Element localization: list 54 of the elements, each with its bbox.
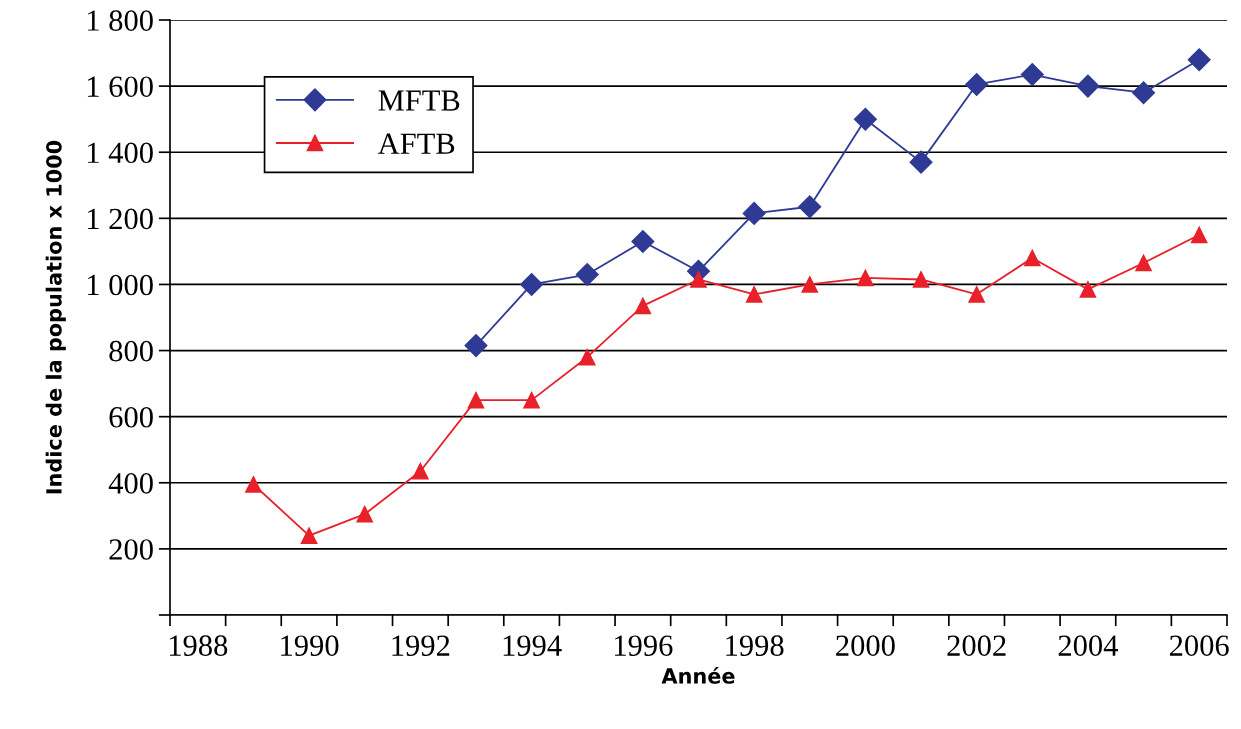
point <box>578 348 596 366</box>
y-tick-label: 1 800 <box>87 10 153 31</box>
point <box>245 476 262 493</box>
x-axis-title: Année <box>661 666 735 684</box>
x-tick-label: 1998 <box>726 635 784 656</box>
point <box>1020 63 1044 87</box>
y-tick-label: 800 <box>109 340 153 362</box>
point <box>356 505 374 523</box>
point <box>1079 281 1097 298</box>
y-tick-label: 400 <box>108 473 153 494</box>
point <box>523 391 540 409</box>
x-tick-label: 1996 <box>615 635 673 656</box>
point <box>520 272 544 296</box>
point <box>1023 249 1041 267</box>
point <box>464 334 488 358</box>
x-tick-label: 2004 <box>1058 635 1118 656</box>
y-tick-label: 1 600 <box>87 76 153 98</box>
point <box>798 195 822 219</box>
y-tick-label: 200 <box>109 539 153 560</box>
point <box>634 297 652 315</box>
point <box>1132 81 1156 105</box>
point <box>1187 48 1211 72</box>
point <box>742 201 766 225</box>
point <box>467 391 485 409</box>
point <box>909 150 933 174</box>
point <box>1076 74 1100 98</box>
legend-label: AFTB <box>377 133 455 154</box>
point <box>968 286 985 303</box>
x-tick-label: 2006 <box>1169 635 1229 656</box>
point <box>745 286 763 303</box>
point <box>575 263 599 287</box>
x-tick-label: 2000 <box>836 635 895 656</box>
x-tick-label: 2002 <box>947 635 1006 656</box>
point <box>1135 254 1152 272</box>
point <box>912 271 930 288</box>
point <box>1190 226 1208 244</box>
y-tick-label: 1 400 <box>87 142 153 164</box>
legend-label: MFTB <box>378 90 460 111</box>
point <box>690 271 707 288</box>
y-tick-label: 1 200 <box>87 208 153 230</box>
y-tick-label: 1 000 <box>87 274 153 296</box>
point <box>853 107 877 131</box>
point <box>801 276 819 293</box>
x-tick-label: 1988 <box>169 635 228 656</box>
point <box>412 462 429 480</box>
x-tick-label: 1990 <box>281 635 339 656</box>
x-tick-label: 1992 <box>392 635 450 656</box>
x-tick-label: 1994 <box>503 635 562 656</box>
point <box>631 229 655 253</box>
y-tick-label: 600 <box>109 406 153 428</box>
point <box>300 527 318 545</box>
point <box>965 72 989 96</box>
y-axis-title: Indice de la population x 1000 <box>45 140 66 494</box>
point <box>857 269 874 287</box>
